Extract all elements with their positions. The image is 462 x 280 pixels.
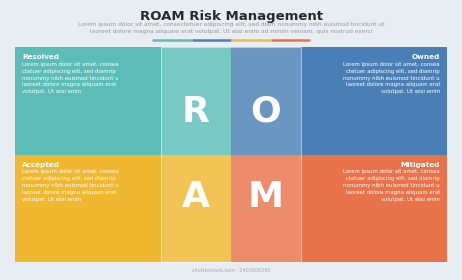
Text: Lorem ipsum dolor sit amet, consea
ctetuer adipiscing elit, sed diamrip
nonummy : Lorem ipsum dolor sit amet, consea ctetu… <box>22 62 119 94</box>
Bar <box>15 47 231 155</box>
Bar <box>15 155 231 262</box>
Bar <box>161 47 301 155</box>
Text: M: M <box>248 180 284 214</box>
Bar <box>231 47 447 155</box>
Text: Lorem ipsum dolor sit amet, consectetuer adipiscing elit, sed diam nonummy nibh : Lorem ipsum dolor sit amet, consectetuer… <box>78 22 384 27</box>
Text: ROAM Risk Management: ROAM Risk Management <box>140 10 322 23</box>
Text: R: R <box>182 95 210 129</box>
Text: Owned: Owned <box>412 54 440 60</box>
Text: Lorem ipsum dolor sit amet, consea
ctetuer adipiscing elit, sed diamrip
nonummy : Lorem ipsum dolor sit amet, consea ctetu… <box>22 169 119 202</box>
Bar <box>161 47 301 262</box>
Text: Resolved: Resolved <box>22 54 59 60</box>
Text: Accepted: Accepted <box>22 162 60 167</box>
Text: A: A <box>182 180 210 214</box>
Bar <box>161 155 301 262</box>
Text: Lorem ipsum dolor sit amet, consea
ctetuer adipiscing elit, sed diamrip
nonummy : Lorem ipsum dolor sit amet, consea ctetu… <box>343 62 440 94</box>
Text: laoreet dolore magna aliquam erat volutpat. Ut wisi enim ad minim veniam, quis n: laoreet dolore magna aliquam erat volutp… <box>90 29 372 34</box>
Text: Lorem ipsum dolor sit amet, consea
ctetuer adipiscing elit, sed diamrip
nonummy : Lorem ipsum dolor sit amet, consea ctetu… <box>343 169 440 202</box>
Text: shutterstock.com · 2403606295: shutterstock.com · 2403606295 <box>192 268 270 273</box>
Bar <box>231 155 447 262</box>
Text: Mitigated: Mitigated <box>401 162 440 167</box>
Text: O: O <box>250 95 281 129</box>
